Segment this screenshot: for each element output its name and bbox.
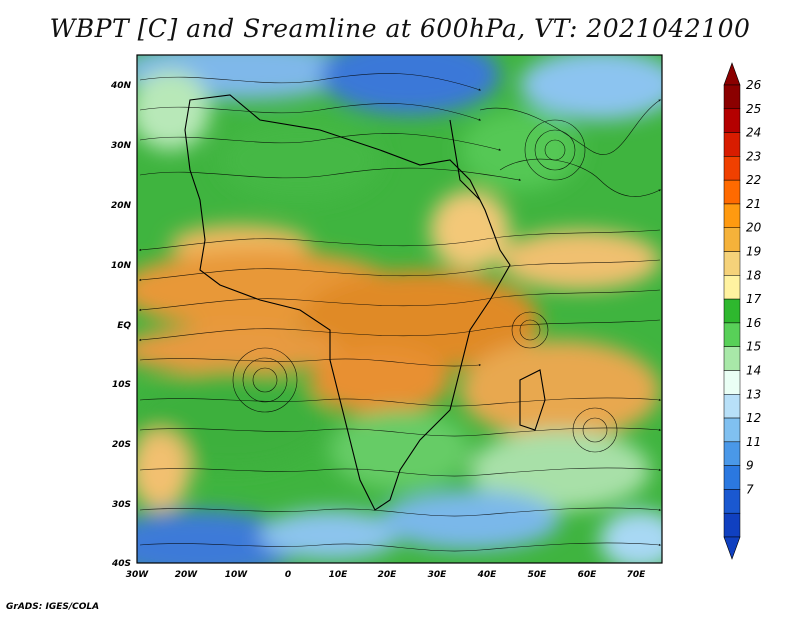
streamlines [138,73,662,552]
colorbar-swatch [723,489,741,514]
lat-label: 10N [111,261,132,271]
grads-credit: GrADS: IGES/COLA [6,602,100,612]
colorbar-swatch [723,394,741,419]
lon-label: 20E [378,570,398,580]
colorbar-swatch [723,156,741,181]
colorbar-swatch [723,370,741,395]
colorbar-label: 13 [746,387,761,401]
colorbar-label: 11 [746,435,761,449]
wbpt-field [137,55,662,563]
colorbar-label: 17 [746,292,762,306]
colorbar-label: 20 [746,221,762,235]
map-title: WBPT [C] and Sreamline at 600hPa, VT: 20… [49,14,751,43]
colorbar-label: 21 [746,197,761,211]
colorbar-swatch [723,203,741,228]
colorbar: 26 25 24 23 22 21 20 19 18 17 16 15 14 13 12 11 9 7 [723,62,762,560]
colorbar-label: 19 [746,245,761,259]
colorbar-swatch [723,275,741,300]
lat-label: 30N [111,141,132,151]
colorbar-arrow-bottom [723,536,741,560]
colorbar-label: 14 [746,363,761,377]
lat-label: EQ [117,321,131,331]
colorbar-swatch [723,227,741,252]
colorbar-swatch [723,322,741,347]
colorbar-label: 9 [746,459,754,473]
lat-label: 30S [112,500,131,510]
colorbar-swatch [723,417,741,443]
colorbar-label: 7 [746,482,754,496]
colorbar-swatch [723,251,741,276]
colorbar-label: 25 [746,102,761,116]
colorbar-label: 18 [746,268,762,282]
latitude-axis: 40N 30N 20N 10N EQ 10S 20S 30S 40S [110,81,132,569]
colorbar-label: 26 [746,78,762,92]
lat-label: 40S [111,559,131,569]
lat-label: 10S [112,380,131,390]
lon-label: 60E [578,570,598,580]
colorbar-swatch [723,346,741,371]
colorbar-swatch [723,512,741,538]
colorbar-label: 23 [746,149,761,163]
lat-label: 20S [112,440,131,450]
colorbar-swatch [723,108,741,133]
longitude-axis: 30W 20W 10W 0 10E 20E 30E 40E 50E 60E 70… [126,570,646,580]
lon-label: 30E [428,570,448,580]
colorbar-label: 15 [746,340,761,354]
lon-label: 50E [528,570,548,580]
colorbar-swatch [723,441,741,466]
lon-label: 0 [285,570,291,580]
lon-label: 30W [126,570,150,580]
colorbar-swatch [723,298,741,324]
colorbar-label: 12 [746,411,761,425]
colorbar-arrow-top [723,62,741,86]
lat-label: 40N [110,81,132,91]
lon-label: 10E [329,570,349,580]
colorbar-swatch [723,84,741,110]
colorbar-swatch [723,132,741,157]
colorbar-label: 16 [746,316,762,330]
colorbar-swatch [723,179,741,205]
colorbar-label: 24 [746,126,761,140]
lon-label: 10W [225,570,249,580]
lat-label: 20N [111,201,132,211]
lon-label: 40E [477,570,498,580]
colorbar-swatch [723,465,741,490]
map-frame [136,54,663,564]
lon-label: 20W [175,570,199,580]
coastlines [184,94,546,511]
lon-label: 70E [627,570,647,580]
colorbar-label: 22 [746,173,761,187]
